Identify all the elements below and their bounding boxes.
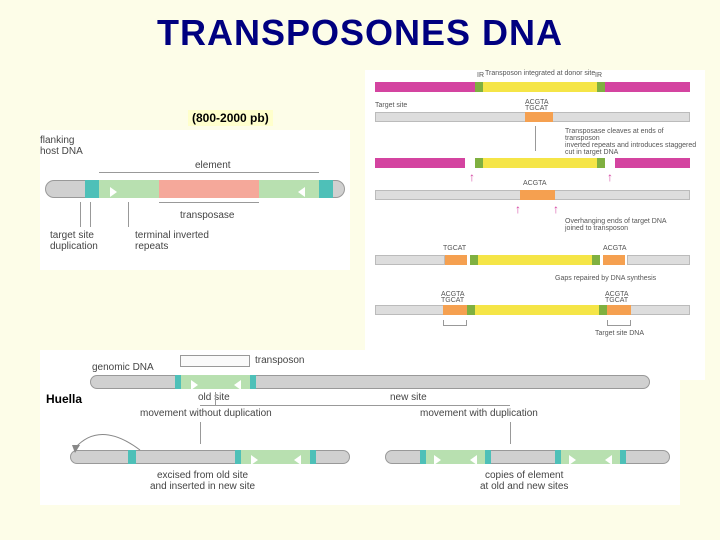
seq3l: TGCAT: [443, 245, 466, 252]
seq4r: ACGTA TGCAT: [605, 292, 629, 305]
label-tsd: target site duplication: [50, 230, 98, 252]
label-element: element: [195, 160, 231, 171]
v-line-3: [510, 422, 511, 444]
transposase-seg: [159, 180, 259, 198]
old-tsd-l: [175, 375, 181, 389]
transposon-in-donor: [475, 82, 605, 92]
join-seq-l: [445, 255, 467, 265]
join-l: [375, 255, 445, 265]
transposase-bracket: [159, 202, 259, 203]
seq2a: ACGTA: [523, 180, 547, 187]
donor-right: [615, 158, 690, 168]
cn-tsd-r: [620, 450, 626, 464]
old-tsd-r: [250, 375, 256, 389]
cn-tri-r: [605, 452, 612, 470]
h-split: [200, 405, 510, 406]
v-line-2: [200, 422, 201, 444]
ir-l: IR: [477, 72, 484, 79]
label-genomic: genomic DNA: [92, 362, 154, 373]
label-excised: excised from old site and inserted in ne…: [150, 470, 255, 492]
nl-tri-l: [251, 452, 258, 470]
stag-arrow-l: ↑: [515, 202, 521, 216]
target-label: Target site: [375, 102, 407, 109]
cn-tsd-l: [555, 450, 561, 464]
label-copies: copies of element at old and new sites: [480, 470, 568, 492]
panel-movement: transposon genomic DNA old site new site…: [40, 350, 680, 505]
cn-tri-l: [569, 452, 576, 470]
element-bracket: [99, 172, 319, 173]
label-old: old site: [198, 392, 230, 403]
join-transposon: [470, 255, 600, 265]
target-seq-2: [520, 190, 555, 200]
cut-arrow-r: ↑: [607, 170, 613, 184]
old-tri-r: [234, 377, 241, 395]
tsd-line-l2: [90, 202, 91, 227]
label-move-no-dup: movement without duplication: [140, 408, 272, 419]
label-move-dup: movement with duplication: [420, 408, 538, 419]
co-tsd-r: [485, 450, 491, 464]
panel-transposon-structure: (800-2000 pb) flanking host DNA element …: [40, 130, 350, 270]
final-tsd-r: [607, 305, 631, 315]
panel-integration-steps: Transposon integrated at donor site IR I…: [365, 70, 705, 380]
seq2r: ACGTA: [603, 245, 627, 252]
step3-text: Gaps repaired by DNA synthesis: [555, 275, 695, 282]
label-flanking: flanking host DNA: [40, 135, 83, 157]
co-tri-r: [470, 452, 477, 470]
final-tsd-l: [443, 305, 467, 315]
final-transposon: [467, 305, 607, 315]
step1-arrow: [535, 126, 536, 151]
label-tir: terminal inverted repeats: [135, 230, 209, 252]
tir-arrow-right: [298, 184, 305, 202]
step1-text: Transposase cleaves at ends of transposo…: [565, 128, 700, 156]
nl-tsd-l: [235, 450, 241, 464]
tsd-line-l: [80, 202, 81, 227]
page-title: TRANSPOSONES DNA: [0, 0, 720, 54]
donor-left: [375, 158, 465, 168]
tir-right: [259, 180, 319, 198]
seq4l: ACGTA TGCAT: [441, 292, 465, 305]
co-tri-l: [434, 452, 441, 470]
old-tri-l: [191, 377, 198, 395]
co-tsd-l: [420, 450, 426, 464]
join-r: [627, 255, 690, 265]
cut-arrow-l: ↑: [469, 170, 475, 184]
tir-arrow-left: [110, 184, 117, 202]
nl-tri-r: [294, 452, 301, 470]
tir-left: [99, 180, 159, 198]
nl-tsd-r: [310, 450, 316, 464]
huella-arrow: [70, 420, 160, 455]
size-label: (800-2000 pb): [188, 110, 273, 126]
label-transposase: transposase: [180, 210, 234, 221]
genomic-bar: [90, 375, 650, 389]
tsd-bracket-r: [607, 320, 631, 326]
tsd-right: [319, 180, 333, 198]
v-line-1: [215, 392, 216, 405]
ir-r: IR: [595, 72, 602, 79]
tsd-label: Target site DNA: [595, 330, 644, 337]
transposon-box: [180, 355, 250, 367]
tsd-bracket-l: [443, 320, 467, 326]
seq1: ACGTA TGCAT: [525, 100, 549, 113]
tir-line: [128, 202, 129, 227]
join-seq-r: [603, 255, 625, 265]
tsd-left: [85, 180, 99, 198]
step2-text: Overhanging ends of target DNA joined to…: [565, 218, 700, 232]
target-seq-1: [525, 112, 553, 122]
huella-label: Huella: [44, 392, 84, 406]
transposon-free: [475, 158, 605, 168]
p2-header: Transposon integrated at donor site: [485, 70, 595, 77]
stag-arrow-r: ↑: [553, 202, 559, 216]
label-new: new site: [390, 392, 427, 403]
label-transposon: transposon: [255, 355, 304, 366]
